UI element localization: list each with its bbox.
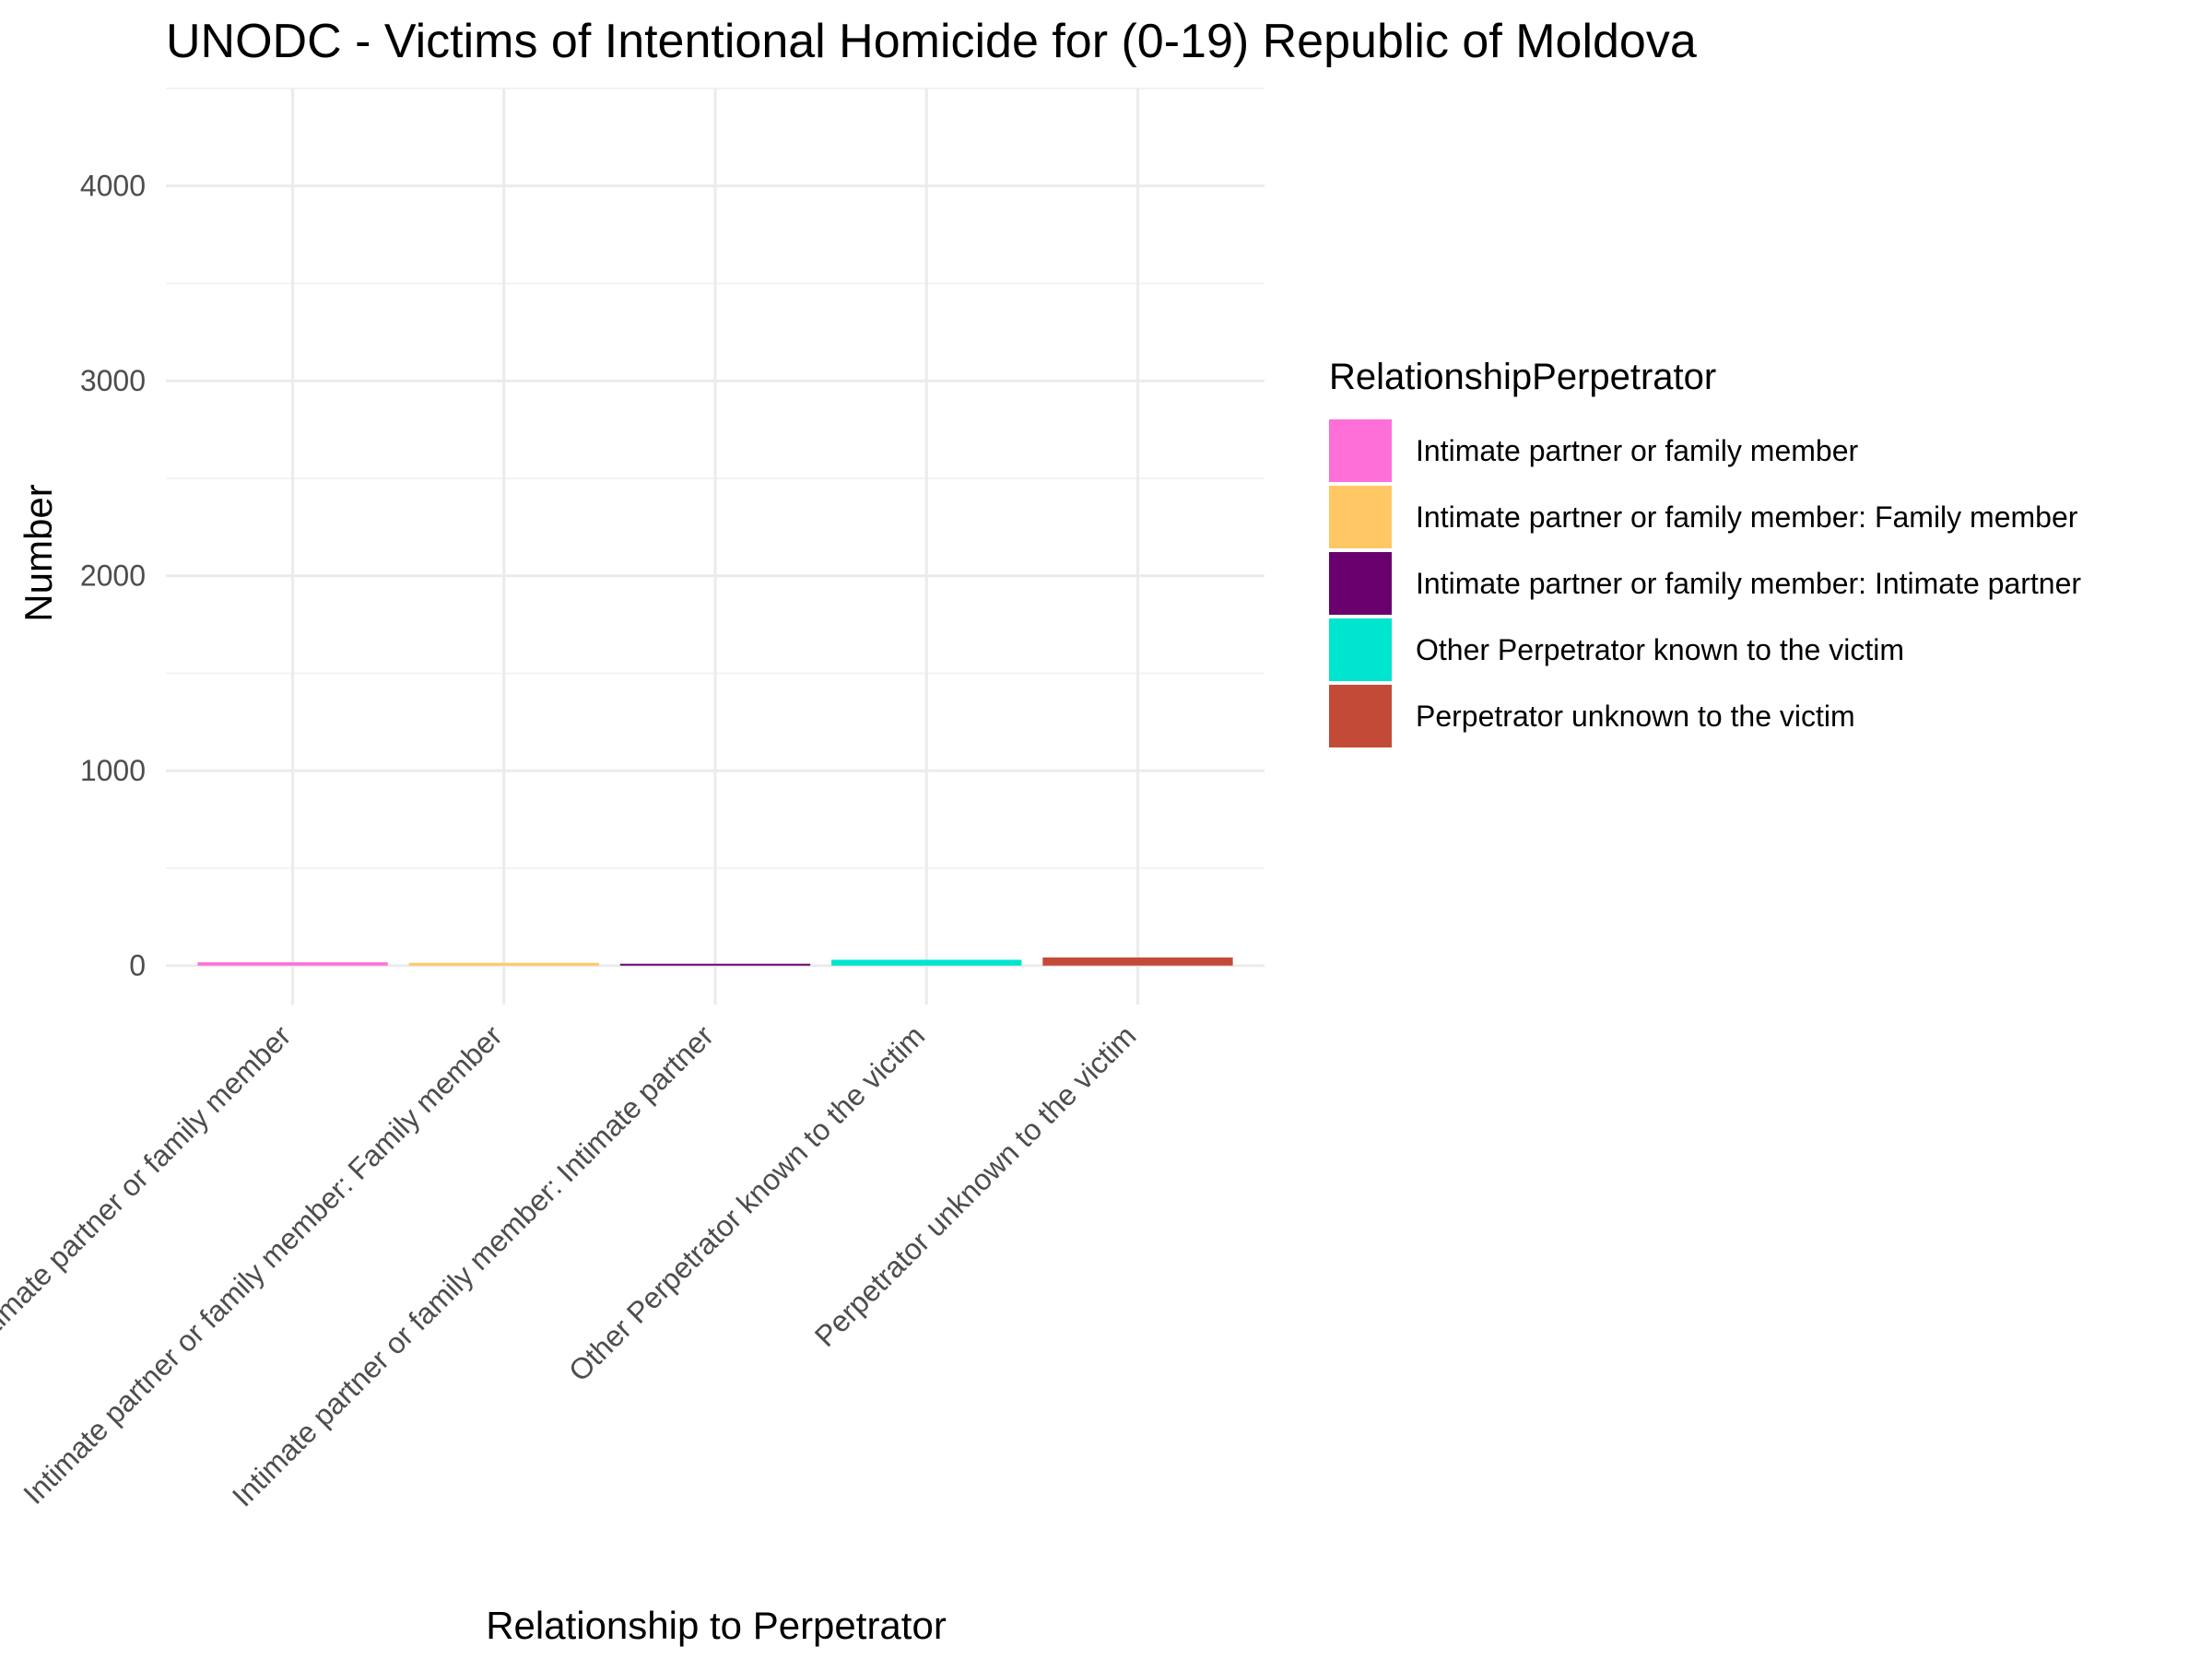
legend-label: Other Perpetrator known to the victim	[1416, 633, 1904, 666]
y-tick-label: 1000	[80, 754, 146, 787]
grid	[166, 88, 1265, 1005]
legend: RelationshipPerpetrator Intimate partner…	[1329, 357, 2081, 747]
legend-key	[1329, 618, 1392, 681]
x-tick-label: Intimate partner or family member	[0, 1018, 298, 1355]
y-axis-ticks: 0 1000 2000 3000 4000	[80, 170, 146, 982]
y-tick-label: 0	[129, 949, 146, 982]
x-tick-label: Intimate partner or family member: Famil…	[17, 1018, 509, 1511]
y-tick-label: 2000	[80, 559, 146, 593]
legend-title: RelationshipPerpetrator	[1329, 357, 1716, 397]
legend-key	[1329, 486, 1392, 548]
bar	[408, 962, 599, 966]
legend-key	[1329, 419, 1392, 482]
legend-label: Intimate partner or family member	[1416, 434, 1859, 467]
bar	[619, 963, 811, 966]
bar	[831, 959, 1022, 966]
x-axis-title: Relationship to Perpetrator	[486, 1604, 947, 1647]
x-axis-ticks: Intimate partner or family memberIntimat…	[0, 1018, 1142, 1512]
y-tick-label: 3000	[80, 364, 146, 397]
legend-label: Intimate partner or family member: Intim…	[1416, 567, 2081, 600]
bars	[197, 957, 1233, 966]
legend-key	[1329, 552, 1392, 615]
chart-title: UNODC - Victims of Intentional Homicide …	[166, 15, 1697, 68]
legend-label: Perpetrator unknown to the victim	[1416, 700, 1855, 733]
bar	[1042, 957, 1233, 966]
bar	[197, 962, 388, 966]
y-axis-title: Number	[17, 484, 60, 621]
y-tick-label: 4000	[80, 170, 146, 203]
legend-label: Intimate partner or family member: Famil…	[1416, 500, 2078, 534]
legend-key	[1329, 685, 1392, 747]
x-tick-label: Other Perpetrator known to the victim	[562, 1018, 931, 1387]
x-tick-label: Intimate partner or family member: Intim…	[226, 1018, 720, 1512]
